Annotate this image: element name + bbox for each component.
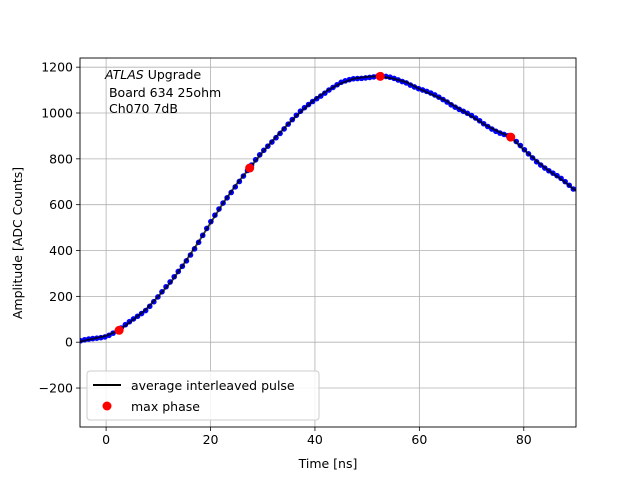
plot-area: [80, 58, 576, 427]
y-tick-label: 1000: [41, 106, 73, 121]
y-tick-label: 400: [49, 243, 73, 258]
annotation-line-2: Board 634 25ohm: [105, 85, 221, 100]
legend-box: [86, 370, 320, 421]
axes-border: [79, 57, 577, 428]
y-tick-label: 800: [49, 151, 73, 166]
y-tick-label: −200: [39, 381, 73, 396]
average-pulse-line: [80, 75, 576, 343]
y-tick-label: 0: [65, 335, 73, 350]
max-phase-point: [245, 163, 255, 173]
plot-content: [80, 71, 576, 344]
grid: [80, 58, 576, 427]
x-tick-label: 40: [307, 432, 323, 447]
legend-label-pulse: average interleaved pulse: [131, 378, 295, 393]
x-axis-title: Time [ns]: [298, 456, 358, 471]
x-tick-label: 0: [102, 432, 110, 447]
annotation-line-1: ATLAS Upgrade: [104, 67, 201, 82]
y-tick-label: 200: [49, 289, 73, 304]
x-tick-label: 20: [203, 432, 219, 447]
annotation-line-3: Ch070 7dB: [105, 101, 178, 116]
annotation-upgrade: Upgrade: [144, 67, 202, 82]
max-phase-point: [114, 325, 124, 335]
max-phase-point: [506, 132, 516, 142]
ticks: 0 20 40 60 80 −200 0 200 400 600 800 1000 1200: [39, 60, 532, 447]
legend-marker-max-phase: [102, 401, 112, 411]
y-axis-title: Amplitude [ADC Counts]: [10, 167, 25, 319]
x-tick-label: 60: [411, 432, 427, 447]
legend-label-max-phase: max phase: [131, 399, 200, 414]
y-tick-label: 600: [49, 197, 73, 212]
plot-frame: [79, 57, 577, 428]
y-tick-label: 1200: [41, 60, 73, 75]
annotation-atlas: ATLAS: [104, 67, 144, 82]
curve-layer: [80, 71, 576, 344]
max-phase-point: [375, 71, 385, 81]
legend: average interleaved pulse max phase: [86, 370, 320, 421]
x-tick-label: 80: [516, 432, 532, 447]
